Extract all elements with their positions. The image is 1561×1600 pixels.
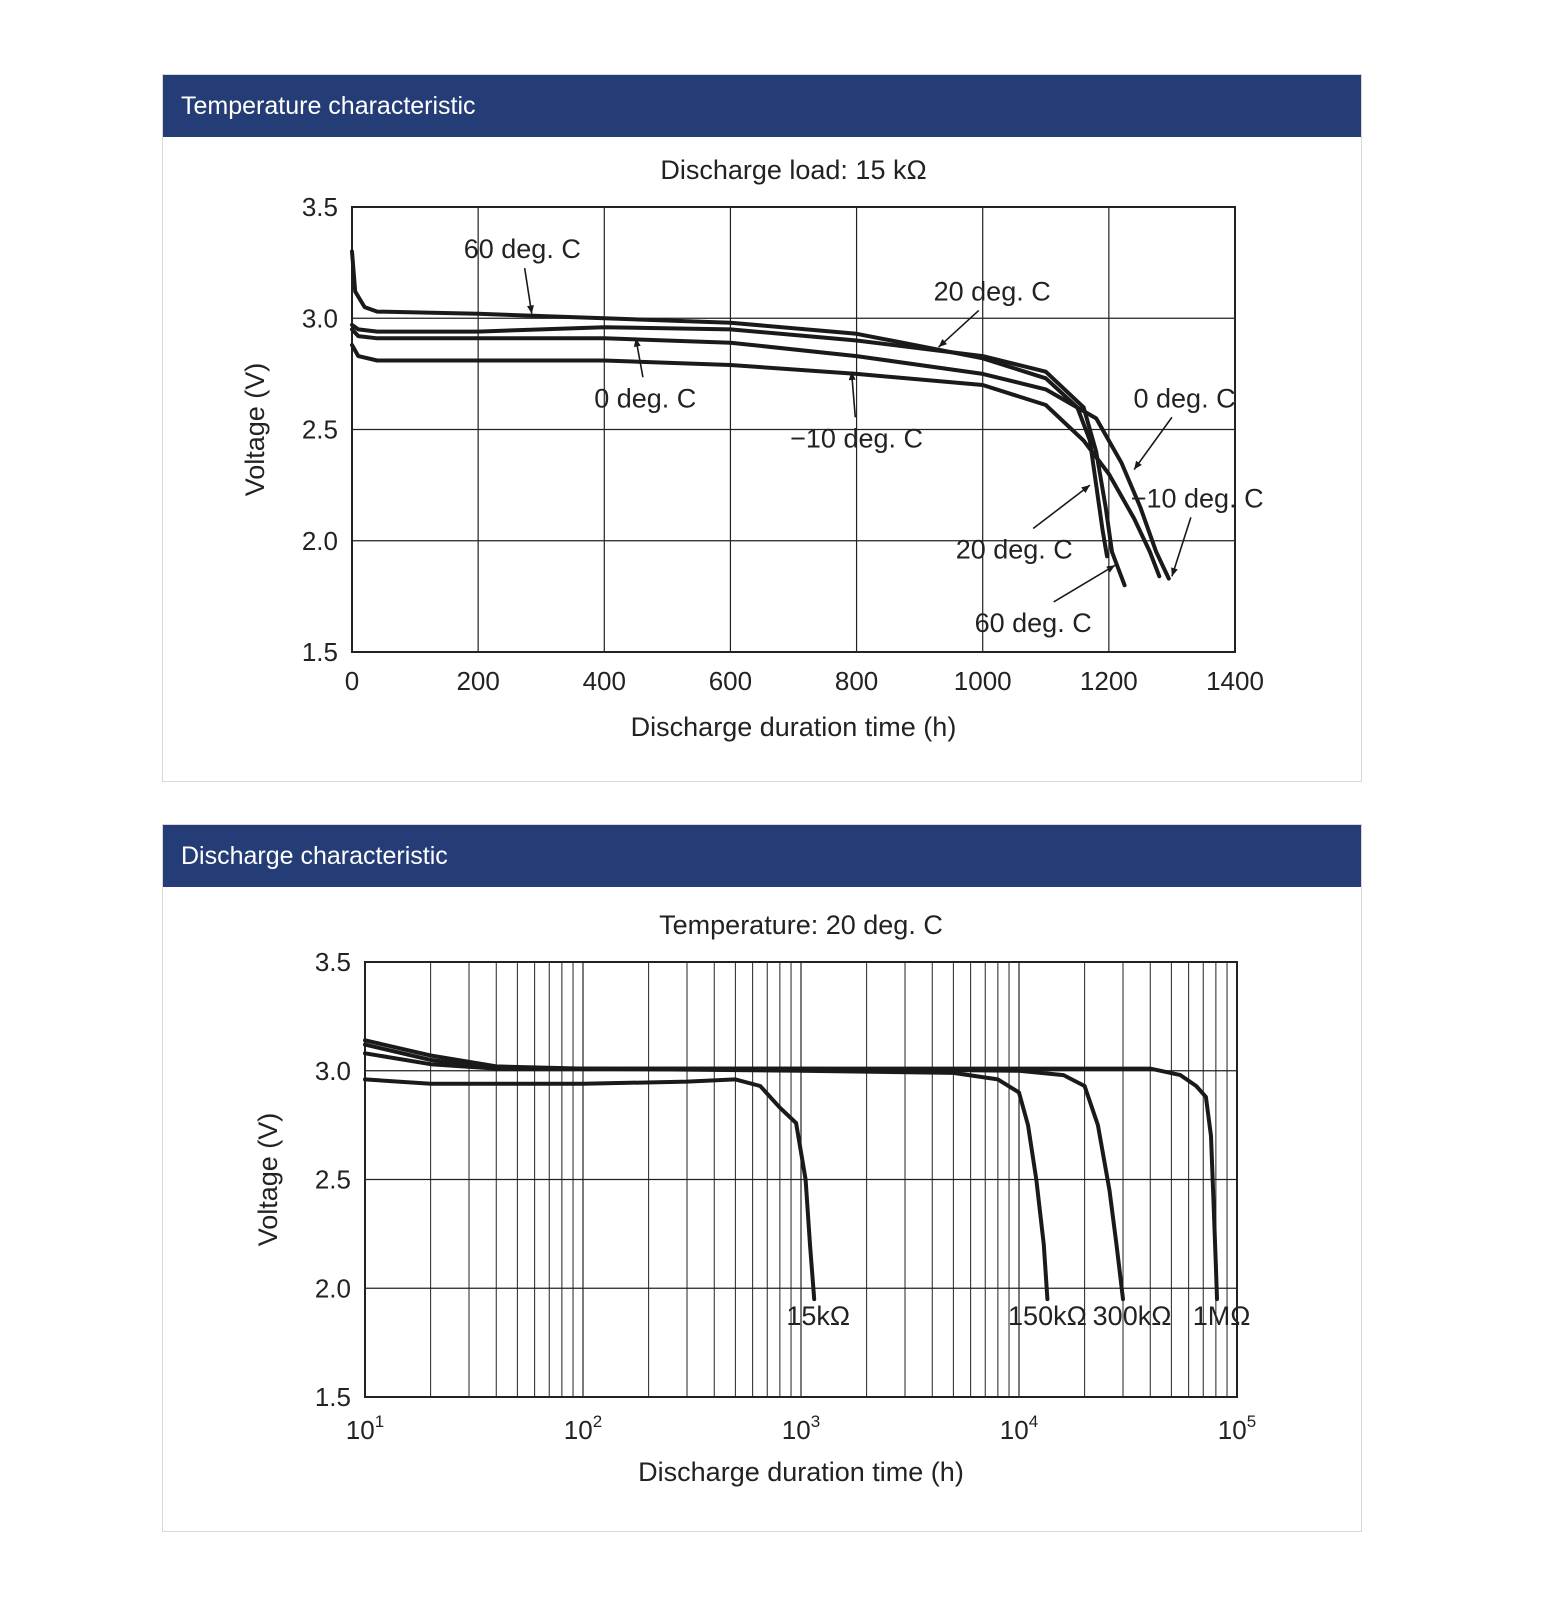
series-line [350, 327, 1171, 581]
y-tick-label: 1.5 [315, 1382, 351, 1412]
series-label: 0 deg. C [1134, 383, 1236, 413]
temperature-characteristic-panel: Temperature characteristic 1.5 2.0 2.5 3.0 3… [162, 74, 1362, 782]
x-tick-label: 104 [1000, 1412, 1038, 1445]
x-tick-label: 200 [456, 666, 499, 696]
x-tick-label: 102 [564, 1412, 602, 1445]
label-leader-line [1133, 416, 1173, 471]
series-label: 15kΩ [786, 1301, 850, 1331]
label-arrowhead [633, 338, 641, 348]
series-line [350, 322, 1127, 588]
x-tick-label: 0 [345, 666, 359, 696]
label-arrowhead [848, 371, 856, 381]
y-tick-label: 3.5 [302, 192, 338, 222]
x-tick-label: 101 [346, 1412, 384, 1445]
label-arrowhead [938, 338, 948, 348]
label-arrowhead [527, 305, 534, 314]
y-tick-label: 2.0 [302, 526, 338, 556]
panel-header: Temperature characteristic [163, 75, 1361, 137]
y-tick-label: 2.5 [302, 415, 338, 445]
chart-title: Temperature: 20 deg. C [659, 910, 943, 940]
panel-header: Discharge characteristic [163, 825, 1361, 887]
y-tick-label: 2.0 [315, 1273, 351, 1303]
series-line [350, 343, 1162, 579]
discharge-characteristic-panel: Discharge characteristic 1.5 2.0 2.5 3.0 3.5… [162, 824, 1362, 1532]
label-arrowhead [1106, 565, 1116, 573]
series-line [363, 1051, 1219, 1302]
x-tick-label: 103 [782, 1412, 820, 1445]
plot-frame [351, 206, 1236, 653]
label-leader-line [1053, 564, 1116, 603]
x-tick-label: 400 [583, 666, 626, 696]
series-label: 60 deg. C [975, 608, 1092, 638]
series-label: 0 deg. C [594, 383, 696, 413]
label-leader-line [1171, 517, 1192, 577]
x-axis-label: Discharge duration time (h) [631, 712, 957, 742]
x-tick-label: 1400 [1206, 666, 1264, 696]
series-line [363, 1077, 817, 1302]
y-tick-label: 2.5 [315, 1165, 351, 1195]
x-tick-label: 1200 [1080, 666, 1138, 696]
label-leader-line [1032, 484, 1091, 530]
series-label: 20 deg. C [934, 276, 1051, 306]
x-tick-label: 600 [709, 666, 752, 696]
series-line [350, 249, 1109, 559]
series-label: 60 deg. C [464, 234, 581, 264]
temperature-chart: 1.5 2.0 2.5 3.0 3.5 0 200 400 600 800 1000 1200 1400… [240, 155, 1264, 742]
series-label: 1MΩ [1193, 1301, 1251, 1331]
chart-title: Discharge load: 15 kΩ [660, 155, 926, 185]
plot-frame [364, 961, 1238, 1398]
y-tick-label: 1.5 [302, 637, 338, 667]
y-axis-label: Voltage (V) [240, 363, 270, 497]
series-label: 150kΩ [1008, 1301, 1087, 1331]
x-axis-label: Discharge duration time (h) [638, 1457, 964, 1487]
x-tick-label: 800 [835, 666, 878, 696]
label-arrowhead [1171, 567, 1178, 577]
label-arrowhead [1081, 485, 1090, 493]
y-tick-label: 3.5 [315, 947, 351, 977]
y-tick-label: 3.0 [315, 1056, 351, 1086]
series-label: −10 deg. C [1131, 483, 1264, 513]
x-tick-label: 105 [1218, 1412, 1256, 1445]
series-label: −10 deg. C [790, 423, 923, 453]
series-label: 300kΩ [1093, 1301, 1172, 1331]
y-axis-label: Voltage (V) [253, 1113, 283, 1247]
discharge-chart: 1.5 2.0 2.5 3.0 3.5 101 102 103 104 105 Temperatur… [253, 910, 1256, 1487]
label-leader-line [938, 309, 980, 348]
series-label: 20 deg. C [956, 535, 1073, 565]
series-line [363, 1038, 1050, 1302]
label-arrowhead [1134, 460, 1142, 470]
x-tick-label: 1000 [954, 666, 1012, 696]
y-tick-label: 3.0 [302, 303, 338, 333]
